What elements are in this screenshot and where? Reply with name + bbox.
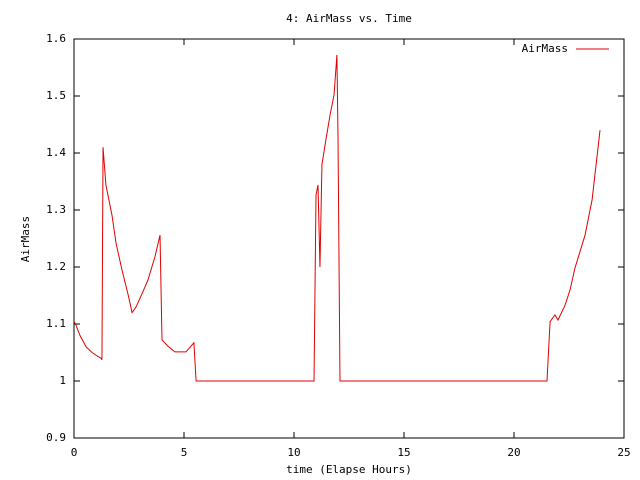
chart-title: 4: AirMass vs. Time <box>286 12 412 25</box>
x-axis-title: time (Elapse Hours) <box>286 463 412 476</box>
y-tick-label: 1 <box>59 374 66 387</box>
x-tick-label: 0 <box>71 446 78 459</box>
y-axis-title: AirMass <box>19 216 32 262</box>
y-tick-label: 1.5 <box>46 89 66 102</box>
x-tick-label: 25 <box>617 446 630 459</box>
x-tick-label: 10 <box>287 446 300 459</box>
x-tick-label: 5 <box>181 446 188 459</box>
y-tick-label: 1.6 <box>46 32 66 45</box>
x-tick-label: 20 <box>507 446 520 459</box>
y-tick-label: 1.1 <box>46 317 66 330</box>
x-tick-label: 15 <box>397 446 410 459</box>
y-tick-label: 1.4 <box>46 146 66 159</box>
legend-label: AirMass <box>522 42 568 55</box>
data-line <box>73 54 601 382</box>
y-tick-label: 1.2 <box>46 260 66 273</box>
plot-border <box>73 38 625 439</box>
y-tick-label: 1.3 <box>46 203 66 216</box>
y-tick-label: 0.9 <box>46 431 66 444</box>
